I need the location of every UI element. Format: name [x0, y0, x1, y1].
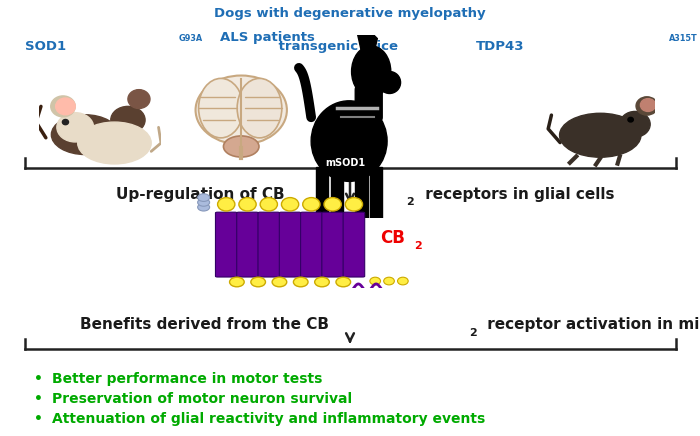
Ellipse shape [311, 101, 387, 181]
FancyBboxPatch shape [237, 212, 258, 277]
Ellipse shape [370, 277, 381, 285]
Text: 2: 2 [469, 328, 477, 337]
Text: Preservation of motor neuron survival: Preservation of motor neuron survival [52, 392, 353, 406]
Ellipse shape [195, 75, 287, 145]
Ellipse shape [237, 78, 282, 138]
Circle shape [628, 117, 634, 122]
Text: •: • [34, 372, 43, 386]
Ellipse shape [315, 277, 329, 287]
Circle shape [56, 98, 76, 115]
Circle shape [640, 99, 656, 112]
Text: receptor activation in mice: receptor activation in mice [482, 317, 700, 332]
Text: receptors in glial cells: receptors in glial cells [420, 187, 615, 201]
FancyBboxPatch shape [322, 212, 344, 277]
Text: transgenic mice: transgenic mice [274, 40, 398, 53]
FancyBboxPatch shape [343, 212, 365, 277]
Text: 2: 2 [414, 241, 421, 251]
Ellipse shape [239, 198, 256, 211]
Circle shape [128, 90, 150, 109]
Ellipse shape [197, 198, 209, 206]
FancyBboxPatch shape [279, 212, 301, 277]
Ellipse shape [336, 277, 351, 287]
FancyBboxPatch shape [355, 86, 382, 121]
Text: A315T: A315T [669, 34, 698, 43]
Ellipse shape [197, 194, 209, 201]
Ellipse shape [57, 112, 94, 142]
Ellipse shape [620, 112, 650, 137]
Ellipse shape [230, 277, 244, 287]
Ellipse shape [281, 198, 299, 211]
Text: 2: 2 [406, 197, 414, 207]
Ellipse shape [345, 198, 363, 211]
Ellipse shape [260, 198, 277, 211]
Text: ALS patients: ALS patients [220, 31, 316, 44]
Bar [370, 167, 382, 218]
Ellipse shape [384, 277, 394, 285]
Circle shape [50, 96, 76, 117]
Text: TDP43: TDP43 [476, 40, 524, 53]
Ellipse shape [398, 277, 408, 285]
Ellipse shape [111, 106, 145, 133]
Polygon shape [358, 31, 377, 61]
Text: Attenuation of glial reactivity and inflammatory events: Attenuation of glial reactivity and infl… [52, 412, 486, 426]
Ellipse shape [51, 115, 119, 154]
Text: Better performance in motor tests: Better performance in motor tests [52, 372, 323, 386]
Ellipse shape [302, 198, 320, 211]
Text: Up-regulation of CB: Up-regulation of CB [116, 187, 284, 201]
Bar [355, 167, 368, 218]
Text: Benefits derived from the CB: Benefits derived from the CB [80, 317, 330, 332]
Circle shape [62, 119, 69, 125]
Ellipse shape [199, 78, 244, 138]
Ellipse shape [197, 203, 209, 211]
Ellipse shape [559, 113, 641, 157]
Ellipse shape [293, 277, 308, 287]
Text: •: • [34, 392, 43, 406]
Ellipse shape [251, 277, 265, 287]
Ellipse shape [218, 198, 235, 211]
Text: Dogs with degenerative myelopathy: Dogs with degenerative myelopathy [214, 7, 486, 20]
Ellipse shape [272, 277, 287, 287]
Ellipse shape [351, 46, 391, 97]
Ellipse shape [78, 122, 151, 164]
Text: •: • [34, 412, 43, 426]
FancyBboxPatch shape [300, 212, 322, 277]
FancyBboxPatch shape [258, 212, 279, 277]
Ellipse shape [223, 136, 259, 157]
Bar [316, 167, 328, 218]
FancyBboxPatch shape [216, 212, 237, 277]
Bar [330, 167, 343, 218]
Text: G93A: G93A [178, 34, 203, 43]
Text: mSOD1: mSOD1 [326, 158, 365, 168]
Ellipse shape [324, 198, 342, 211]
Text: SOD1: SOD1 [25, 40, 66, 53]
Ellipse shape [379, 72, 400, 93]
Text: CB: CB [381, 229, 405, 247]
Circle shape [636, 97, 658, 115]
